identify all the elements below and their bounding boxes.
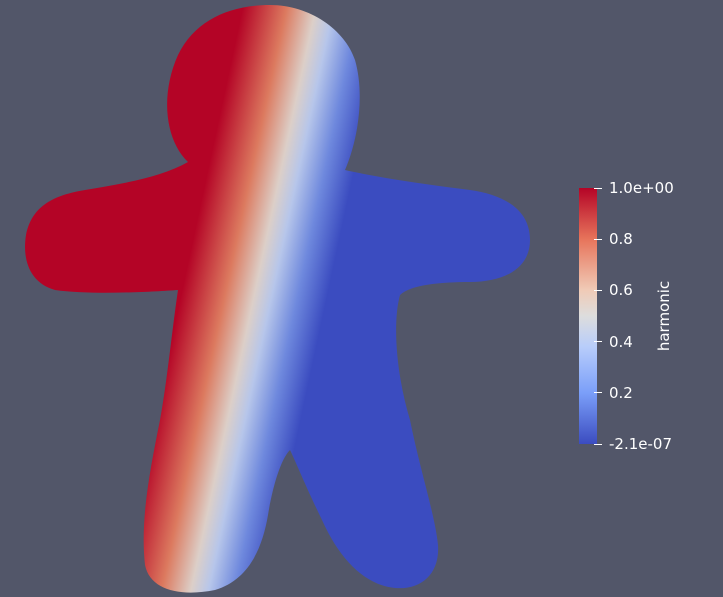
colorbar-gradient xyxy=(579,188,597,444)
colorbar-title: harmonic xyxy=(655,280,673,352)
colorbar-tick xyxy=(594,289,602,291)
colorbar-tick-label: 0.6 xyxy=(609,281,633,300)
colorbar-tick xyxy=(594,443,602,445)
colorbar-tick xyxy=(594,341,602,343)
colorbar-tick-label: -2.1e-07 xyxy=(609,435,672,453)
colorbar-tick-label: 0.2 xyxy=(609,383,633,402)
colorbar-tick-label: 0.8 xyxy=(609,230,633,249)
colorbar xyxy=(579,188,597,444)
colorbar-tick-label: 0.4 xyxy=(609,332,633,351)
colorbar-tick xyxy=(594,392,602,394)
colorbar-tick-label: 1.0e+00 xyxy=(609,179,674,197)
gingerbread-mesh[interactable] xyxy=(25,5,530,593)
colorbar-tick xyxy=(594,187,602,189)
colorbar-tick xyxy=(594,238,602,240)
